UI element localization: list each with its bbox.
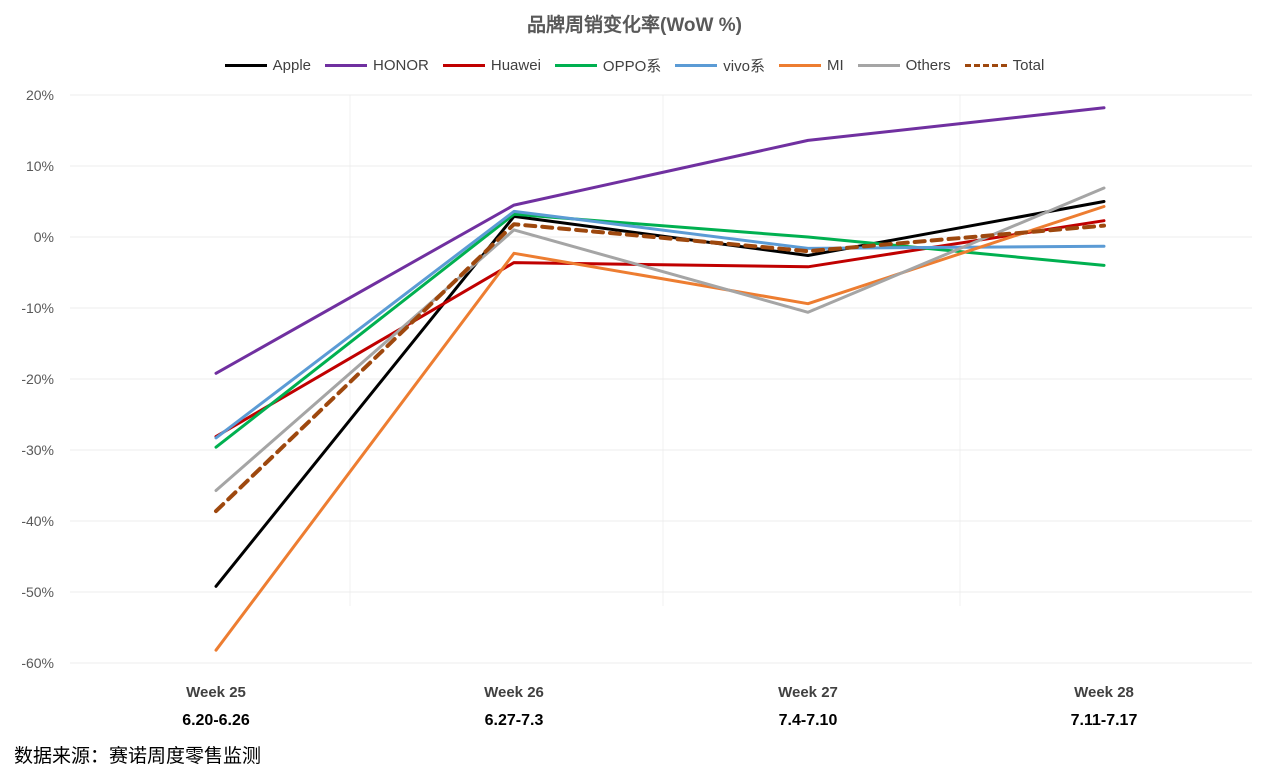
x-tick-label-week: Week 26 bbox=[484, 684, 544, 701]
legend-swatch bbox=[554, 64, 597, 67]
legend-swatch bbox=[442, 64, 485, 67]
series-line-apple bbox=[214, 200, 1106, 588]
legend-swatch bbox=[675, 64, 718, 67]
series-line-vivo bbox=[214, 209, 1106, 440]
legend-label: Others bbox=[905, 57, 951, 74]
legend-swatch bbox=[224, 64, 267, 67]
x-tick-label-range: 6.20-6.26 bbox=[182, 712, 250, 729]
legend-item: Total bbox=[964, 55, 1045, 76]
legend-label: OPPO系 bbox=[602, 58, 662, 75]
legend-label: Apple bbox=[272, 57, 312, 74]
series-line-total bbox=[214, 222, 1106, 514]
x-tick-label-week: Week 28 bbox=[1074, 684, 1134, 701]
legend-item: MI bbox=[778, 55, 844, 76]
legend-label: MI bbox=[826, 57, 844, 74]
y-tick-label: -50% bbox=[21, 584, 54, 600]
legend-item: OPPO系 bbox=[554, 55, 662, 76]
y-tick-label: 0% bbox=[34, 229, 54, 245]
series-line-honor bbox=[214, 106, 1106, 375]
y-tick-label: -40% bbox=[21, 513, 54, 529]
legend-label: HONOR bbox=[373, 57, 429, 74]
legend-item: vivo系 bbox=[675, 55, 765, 76]
legend-item: Apple bbox=[224, 55, 312, 76]
x-tick-label-week: Week 25 bbox=[186, 684, 246, 701]
legend-swatch bbox=[325, 64, 368, 67]
x-tick-label-range: 7.11-7.17 bbox=[1071, 712, 1138, 729]
legend-swatch bbox=[778, 64, 821, 67]
legend-item: Huawei bbox=[442, 55, 541, 76]
x-tick-label-range: 7.4-7.10 bbox=[779, 712, 838, 729]
y-tick-label: -60% bbox=[21, 655, 54, 671]
y-tick-label: -20% bbox=[21, 371, 54, 387]
chart-title: 品牌周销变化率(WoW %) bbox=[527, 15, 742, 36]
legend-label: vivo系 bbox=[723, 58, 765, 75]
source-note: 数据来源：赛诺周度零售监测 bbox=[14, 746, 262, 767]
x-tick-label-range: 6.27-7.3 bbox=[485, 712, 544, 729]
legend-label: Total bbox=[1012, 57, 1045, 74]
legend-swatch bbox=[857, 64, 900, 67]
series-line-huawei bbox=[214, 219, 1106, 438]
y-tick-label: -30% bbox=[21, 442, 54, 458]
series-line-others bbox=[214, 186, 1106, 492]
y-tick-label: 10% bbox=[26, 158, 54, 174]
legend-item: HONOR bbox=[325, 55, 429, 76]
y-tick-label: 20% bbox=[26, 87, 54, 103]
series-line-mi bbox=[214, 205, 1106, 652]
legend-label: Huawei bbox=[490, 57, 541, 74]
legend-swatch bbox=[964, 64, 1007, 67]
legend-item: Others bbox=[857, 55, 951, 76]
y-tick-label: -10% bbox=[21, 300, 54, 316]
x-tick-label-week: Week 27 bbox=[778, 684, 838, 701]
legend: Apple HONOR Huawei OPPO系 vivo系 MI Others Total bbox=[0, 55, 1269, 76]
